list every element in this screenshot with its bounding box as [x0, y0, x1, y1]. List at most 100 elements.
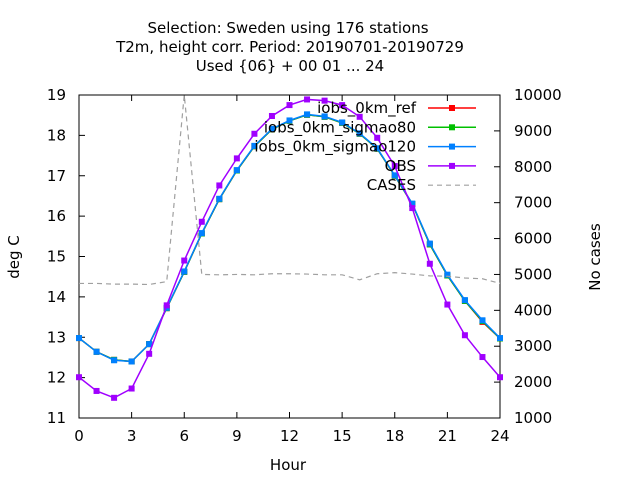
y2-tick-label: 2000 — [514, 373, 552, 391]
data-point — [444, 271, 451, 278]
y2-tick-label: 6000 — [514, 230, 552, 248]
data-point — [181, 257, 188, 264]
y-axis-label: deg C — [5, 235, 23, 279]
y-tick-label: 15 — [47, 248, 66, 266]
data-point — [356, 113, 363, 120]
legend: iobs_0km_refiobs_0km_sigmao80iobs_0km_si… — [254, 99, 476, 194]
data-point — [251, 142, 258, 149]
y2-tick-label: 9000 — [514, 122, 552, 140]
x-tick-label: 24 — [490, 427, 509, 445]
data-point — [146, 350, 153, 357]
legend-marker — [449, 124, 455, 131]
data-point — [198, 230, 205, 237]
data-point — [479, 354, 486, 361]
legend-label: iobs_0km_sigmao120 — [254, 138, 416, 157]
y-tick-label: 17 — [47, 167, 66, 185]
y2-tick-label: 3000 — [514, 337, 552, 355]
y-tick-label: 13 — [47, 328, 66, 346]
data-point — [268, 125, 275, 132]
data-point — [339, 119, 346, 126]
chart-title: Selection: Sweden using 176 stations T2m… — [115, 19, 464, 75]
data-point — [479, 317, 486, 324]
data-point — [111, 394, 118, 401]
legend-label: iobs_0km_sigmao80 — [264, 118, 416, 137]
data-point — [356, 130, 363, 137]
data-point — [233, 167, 240, 174]
y-tick-label: 12 — [47, 369, 66, 387]
title-line-1: Selection: Sweden using 176 stations — [147, 19, 428, 37]
data-point — [497, 374, 503, 381]
y2-axis-label: No cases — [586, 223, 604, 291]
x-tick-label: 6 — [179, 427, 189, 445]
series-obs — [76, 96, 503, 401]
data-point — [198, 218, 205, 225]
title-line-2: T2m, height corr. Period: 20190701-20190… — [115, 38, 464, 56]
data-point — [216, 195, 223, 202]
series-cases — [79, 94, 501, 286]
data-point — [181, 268, 188, 275]
x-tick-label: 0 — [74, 427, 84, 445]
legend-marker — [449, 162, 455, 169]
data-point — [444, 301, 451, 308]
data-point — [128, 358, 135, 365]
x-tick-label: 9 — [232, 427, 242, 445]
data-point — [409, 205, 416, 212]
y2-tick-label: 8000 — [514, 158, 552, 176]
data-point — [76, 374, 82, 381]
data-point — [374, 134, 381, 141]
title-line-3: Used {06} + 00 01 ... 24 — [196, 57, 384, 75]
y2-tick-label: 5000 — [514, 265, 552, 283]
legend-marker — [449, 105, 455, 111]
x-tick-label: 12 — [280, 427, 299, 445]
data-point — [304, 111, 311, 118]
data-point — [321, 113, 328, 120]
data-point — [286, 102, 293, 109]
y-tick-label: 11 — [47, 409, 66, 427]
axis-ticks: 0 3 6 9 12 15 18 21 24 11 12 13 14 15 16 17 18 19 1000 2000… — [47, 86, 562, 445]
data-point — [374, 145, 381, 152]
series-iobs-0km-sigmao120 — [76, 111, 503, 365]
y2-tick-label: 4000 — [514, 301, 552, 319]
y-tick-label: 18 — [47, 126, 66, 144]
legend-label: CASES — [367, 176, 416, 194]
y2-tick-label: 7000 — [514, 194, 552, 212]
data-point — [339, 102, 346, 109]
data-point — [146, 341, 153, 348]
y2-tick-label: 10000 — [514, 86, 562, 104]
y-tick-label: 16 — [47, 207, 66, 225]
data-point — [321, 97, 328, 104]
data-point — [409, 200, 416, 207]
data-point — [426, 260, 433, 267]
legend-label: OBS — [385, 157, 416, 175]
data-point — [391, 163, 398, 170]
x-tick-label: 18 — [385, 427, 404, 445]
data-point — [163, 302, 170, 309]
data-point — [251, 130, 258, 137]
x-tick-label: 3 — [127, 427, 137, 445]
data-point — [497, 335, 503, 342]
data-point — [268, 112, 275, 119]
x-tick-label: 21 — [438, 427, 457, 445]
y2-tick-label: 1000 — [514, 409, 552, 427]
data-point — [461, 297, 468, 304]
data-series — [76, 94, 503, 401]
y-tick-label: 19 — [47, 86, 66, 104]
data-point — [93, 387, 100, 394]
data-point — [391, 172, 398, 179]
x-tick-label: 15 — [333, 427, 352, 445]
data-point — [426, 240, 433, 247]
x-axis-label: Hour — [270, 456, 307, 474]
data-point — [128, 385, 135, 392]
series-line — [79, 94, 501, 286]
data-point — [304, 96, 311, 103]
data-point — [286, 117, 293, 124]
legend-label: iobs_0km_ref — [317, 99, 417, 118]
data-point — [461, 332, 468, 339]
data-point — [93, 348, 100, 355]
y-tick-label: 14 — [47, 288, 66, 306]
legend-marker — [449, 143, 455, 150]
data-point — [111, 357, 118, 364]
data-point — [216, 182, 223, 189]
data-point — [76, 335, 82, 342]
